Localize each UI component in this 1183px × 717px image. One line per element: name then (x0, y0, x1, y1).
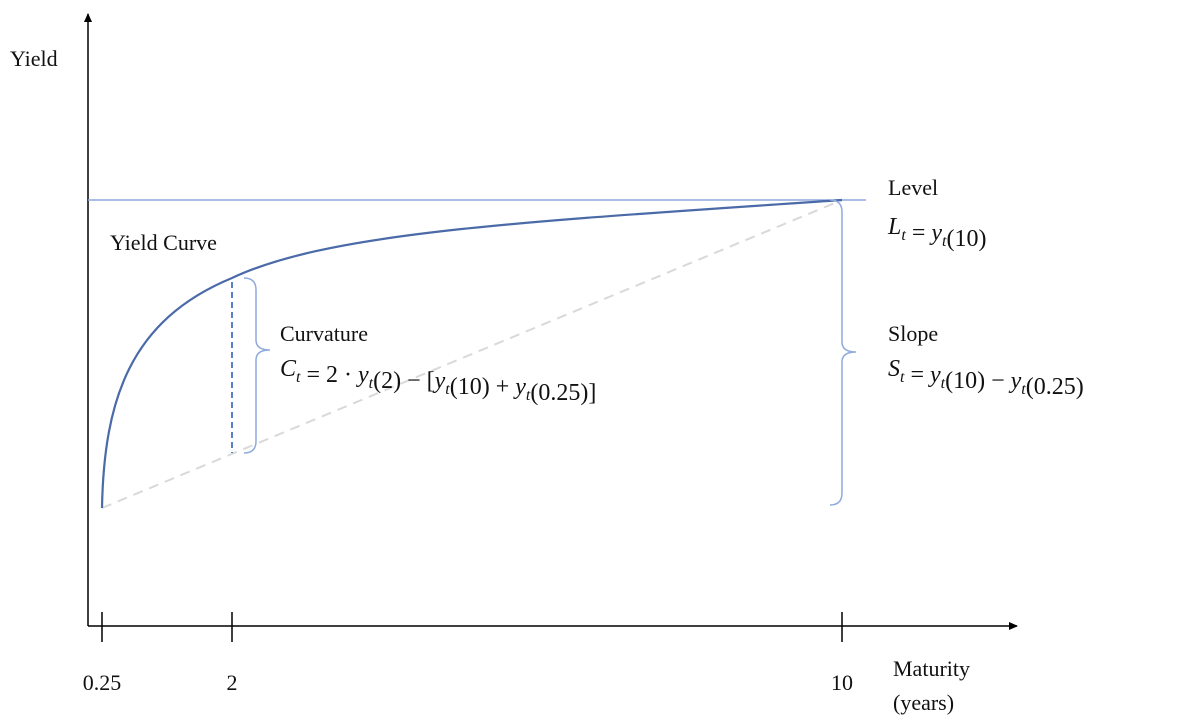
formula-variable: C (280, 356, 297, 382)
formula-variable: y (929, 220, 942, 246)
formula-variable: S (888, 356, 900, 382)
curvature-brace (243, 277, 271, 454)
x-axis-label: (years) (893, 690, 954, 715)
formula-variable: y (513, 374, 526, 400)
slope-brace (829, 199, 857, 506)
formula-subscript: t (445, 381, 450, 398)
formula-variable: y (1009, 368, 1022, 394)
formula-subscript: t (296, 369, 301, 386)
formula-variable: y (433, 368, 446, 394)
formula-variable: y (356, 362, 369, 388)
formula-subscript: t (941, 375, 946, 392)
formula-subscript: t (900, 369, 905, 386)
slope-formula: St = yt(10) − yt(0.25) (888, 356, 1084, 400)
formula-text: (10) + (450, 374, 516, 400)
formula-text: = (904, 362, 930, 388)
x-axis-label: Maturity (893, 656, 970, 681)
slope-label: Slope (888, 321, 938, 346)
curvature-label: Curvature (280, 321, 368, 346)
x-tick-label: 10 (831, 670, 853, 695)
formula-variable: y (928, 362, 941, 388)
formula-text: (10) (946, 226, 986, 252)
formula-text: = (906, 220, 932, 246)
formula-text: = 2 · (300, 362, 358, 388)
formula-text: (0.25)] (530, 380, 596, 406)
formula-subscript: t (942, 233, 947, 250)
formula-subscript: t (526, 387, 531, 404)
x-tick-label: 0.25 (83, 670, 122, 695)
level-label: Level (888, 175, 938, 200)
formula-text: (10) − (945, 368, 1011, 394)
x-tick-label: 2 (227, 670, 238, 695)
formula-text: (2) − [ (373, 368, 435, 394)
formula-variable: L (887, 214, 901, 240)
curvature-formula: Ct = 2 · yt(2) − [yt(10) + yt(0.25)] (280, 356, 596, 406)
curve-label: Yield Curve (110, 230, 217, 255)
chord-line (101, 199, 843, 509)
formula-subscript: t (369, 375, 374, 392)
formula-subscript: t (901, 227, 906, 244)
formula-subscript: t (1021, 381, 1026, 398)
yield-curve (100, 198, 843, 509)
level-formula: Lt = yt(10) (887, 214, 986, 252)
y-axis-label: Yield (10, 46, 58, 71)
formula-text: (0.25) (1026, 374, 1084, 400)
